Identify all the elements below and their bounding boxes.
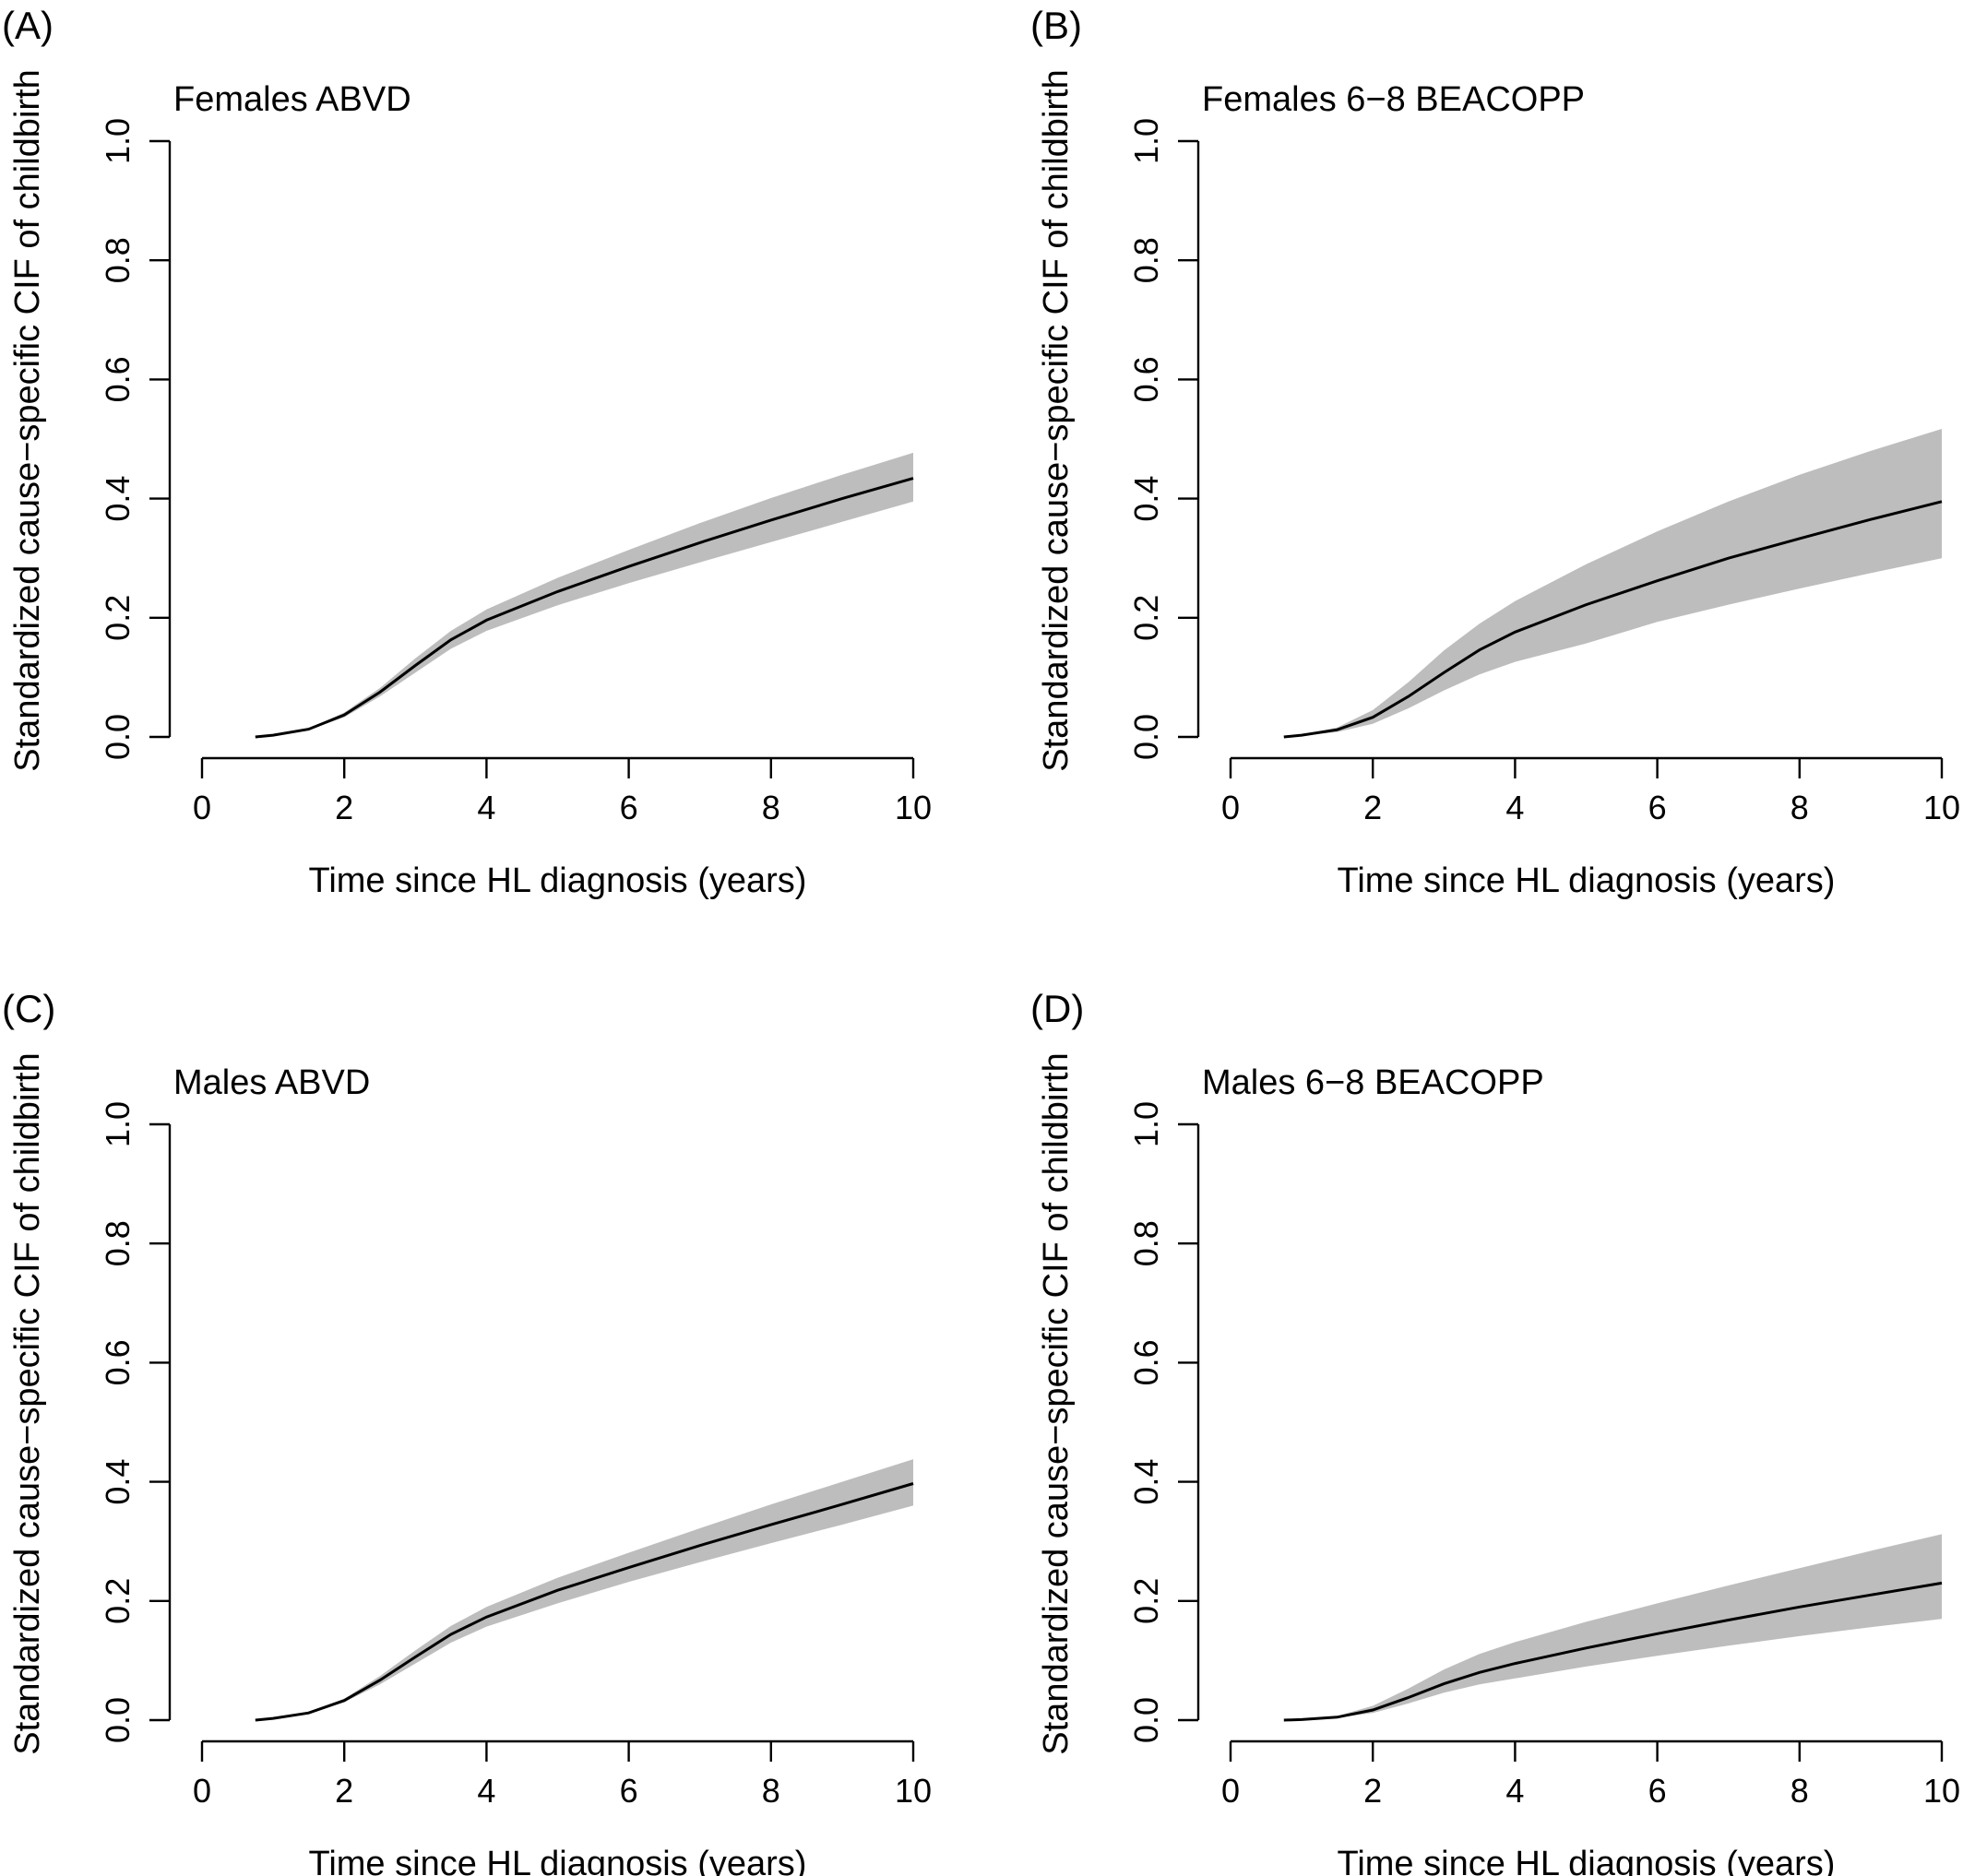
cif-estimate-line <box>1283 1581 1943 1722</box>
y-tick-label: 1.0 <box>1127 118 1165 164</box>
x-tick-label: 0 <box>1221 1772 1240 1810</box>
x-tick-label: 10 <box>1923 789 1960 826</box>
y-tick-label: 1.0 <box>1127 1101 1165 1147</box>
y-axis-label: Standardized cause−specific CIF of child… <box>1037 1052 1076 1754</box>
y-tick-label: 0.8 <box>1127 1220 1165 1266</box>
x-tick-label: 4 <box>477 1772 495 1810</box>
panel-label: (D) <box>1030 987 1084 1030</box>
x-axis-label: Time since HL diagnosis (years) <box>309 1845 807 1876</box>
x-tick-label: 2 <box>335 789 353 826</box>
panel-title: Females 6−8 BEACOPP <box>1202 80 1585 119</box>
y-tick-label: 0.2 <box>1127 595 1165 641</box>
x-tick-label: 10 <box>895 1772 932 1810</box>
x-tick-label: 4 <box>477 789 495 826</box>
confidence-band <box>255 1459 913 1720</box>
x-tick-label: 2 <box>1363 789 1382 826</box>
x-tick-label: 8 <box>1790 1772 1809 1810</box>
x-axis-label: Time since HL diagnosis (years) <box>309 861 807 900</box>
x-tick-label: 8 <box>762 1772 780 1810</box>
panel-title: Males 6−8 BEACOPP <box>1202 1063 1544 1102</box>
confidence-band <box>1283 1534 1942 1720</box>
panel-title: Males ABVD <box>173 1063 370 1102</box>
y-tick-label: 0.0 <box>99 1697 137 1743</box>
y-tick-label: 0.4 <box>99 1459 137 1505</box>
y-tick-label: 1.0 <box>99 1101 137 1147</box>
x-tick-label: 10 <box>895 789 932 826</box>
y-tick-label: 0.4 <box>1127 476 1165 522</box>
y-tick-label: 0.2 <box>1127 1578 1165 1624</box>
y-tick-label: 0.0 <box>99 714 137 760</box>
y-tick-label: 0.8 <box>99 237 137 283</box>
y-tick-label: 0.6 <box>99 1339 137 1385</box>
y-tick-label: 0.0 <box>1127 714 1165 760</box>
panel-b: (B) Females 6−8 BEACOPP 0.0 0.2 0.4 0.6 0.8 1.0… <box>1030 4 1960 900</box>
x-tick-label: 0 <box>193 789 211 826</box>
confidence-band <box>255 452 913 737</box>
x-tick-label: 0 <box>193 1772 211 1810</box>
y-tick-label: 0.2 <box>99 1578 137 1624</box>
y-axis-label: Standardized cause−specific CIF of child… <box>8 1052 47 1754</box>
x-tick-label: 4 <box>1505 1772 1524 1810</box>
panel-c: (C) Males ABVD 0.0 0.2 0.4 0.6 0.8 1.0 0 2 4 6 8 10 Ti… <box>2 987 932 1876</box>
cif-estimate-line <box>255 477 914 739</box>
x-axis-label: Time since HL diagnosis (years) <box>1338 1845 1836 1876</box>
y-tick-label: 0.0 <box>1127 1697 1165 1743</box>
x-tick-label: 8 <box>1790 789 1809 826</box>
panel-a: (A) Females ABVD 0.0 0.2 0.4 0.6 0.8 1.0 0 2 4 6 8 10… <box>2 4 932 900</box>
x-tick-label: 8 <box>762 789 780 826</box>
y-tick-label: 1.0 <box>99 118 137 164</box>
x-tick-label: 6 <box>1648 1772 1667 1810</box>
y-tick-label: 0.6 <box>1127 1339 1165 1385</box>
x-tick-label: 4 <box>1505 789 1524 826</box>
x-tick-label: 6 <box>620 1772 638 1810</box>
y-tick-label: 0.6 <box>99 356 137 402</box>
y-tick-label: 0.6 <box>1127 356 1165 402</box>
x-tick-label: 0 <box>1221 789 1240 826</box>
panel-label: (B) <box>1030 4 1082 47</box>
x-tick-label: 2 <box>335 1772 353 1810</box>
x-tick-label: 6 <box>1648 789 1667 826</box>
panel-d: (D) Males 6−8 BEACOPP 0.0 0.2 0.4 0.6 0.8 1.0 0 2… <box>1030 987 1960 1876</box>
y-tick-label: 0.4 <box>1127 1459 1165 1505</box>
panel-title: Females ABVD <box>173 80 411 119</box>
x-axis-label: Time since HL diagnosis (years) <box>1338 861 1836 900</box>
panel-label: (A) <box>2 4 54 47</box>
y-tick-label: 0.2 <box>99 595 137 641</box>
x-tick-label: 6 <box>620 789 638 826</box>
x-tick-label: 2 <box>1363 1772 1382 1810</box>
panel-label: (C) <box>2 987 55 1030</box>
y-axis-label: Standardized cause−specific CIF of child… <box>8 69 47 771</box>
confidence-band <box>1283 429 1942 737</box>
y-tick-label: 0.8 <box>1127 237 1165 283</box>
y-tick-label: 0.8 <box>99 1220 137 1266</box>
x-tick-label: 10 <box>1923 1772 1960 1810</box>
y-axis-label: Standardized cause−specific CIF of child… <box>1037 69 1076 771</box>
cif-estimate-line <box>1283 500 1943 739</box>
cif-estimate-line <box>255 1482 914 1722</box>
y-tick-label: 0.4 <box>99 476 137 522</box>
